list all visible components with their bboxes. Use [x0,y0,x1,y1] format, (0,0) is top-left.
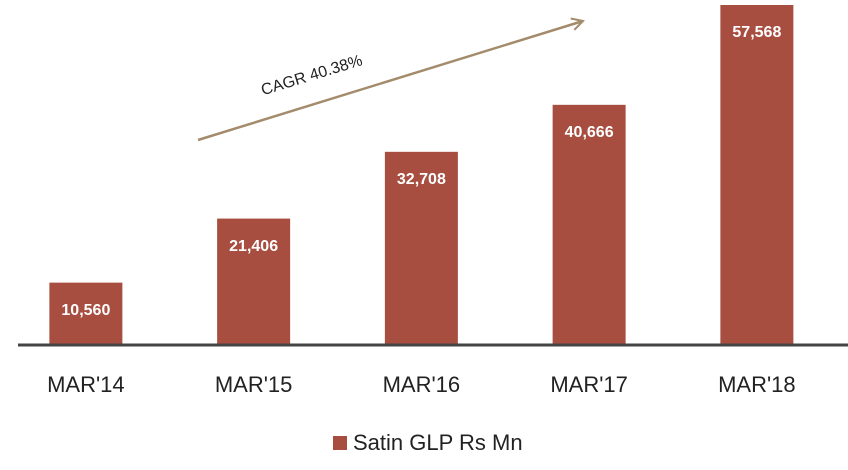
legend-label: Satin GLP Rs Mn [353,430,523,455]
bar [49,282,123,345]
value-label: 57,568 [732,24,781,41]
bar [217,218,291,345]
x-tick-label: MAR'16 [383,372,461,397]
bar [552,104,626,345]
x-tick-label: MAR'17 [550,372,628,397]
x-tick-label: MAR'18 [718,372,796,397]
value-label: 10,560 [61,302,110,319]
value-label: 40,666 [565,124,614,141]
x-tick-label: MAR'15 [215,372,293,397]
bar [720,5,794,345]
x-tick-label: MAR'14 [47,372,125,397]
bar [384,151,458,345]
legend-swatch [333,436,347,450]
cagr-arrow [197,21,583,142]
value-label: 32,708 [397,171,446,188]
value-label: 21,406 [229,238,278,255]
